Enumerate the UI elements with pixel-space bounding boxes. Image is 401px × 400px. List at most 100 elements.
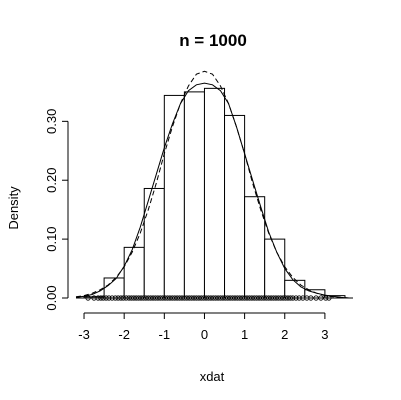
rug-point [254,295,260,301]
rug-point [128,295,134,301]
rug-point [208,295,214,301]
rug-point [148,295,154,301]
rug-point [120,295,126,301]
rug-point [174,295,180,301]
dashed-density-curve [75,70,350,299]
rug-point [103,295,109,301]
rug-point [215,295,221,301]
rug-point [308,295,314,301]
rug-point [198,295,204,301]
rug-point [270,295,277,301]
rug-point [313,295,319,301]
solid-density-curve [75,82,350,299]
rug-point [275,295,281,301]
rug-point [258,295,265,301]
rug-point [232,295,238,301]
y-axis-label: Density [6,186,21,230]
histogram-bar [284,279,306,299]
rug-point [95,295,101,301]
x-tick-label: -2 [118,327,130,342]
rug-point [266,295,272,301]
rug-point [213,295,219,301]
x-tick-label: -3 [78,327,90,342]
rug-point [169,295,175,301]
rug-point [176,295,183,301]
rug-point [256,295,262,301]
rug-point [201,295,207,301]
rug-point [287,295,293,301]
rug-point [112,295,118,301]
rug-point [98,295,104,301]
rug-point [143,295,149,301]
rug-point [181,295,187,301]
rug-point [193,295,200,301]
rug-point [217,295,224,301]
rug-point [136,295,142,301]
rug-point [145,295,151,301]
rug-point [196,295,202,301]
y-axis-ticks: 0.00 0.10 0.20 0.30 [44,109,68,311]
x-tick-label: 0 [201,327,208,342]
rug-point [191,295,197,301]
density-curves [75,70,350,299]
rug-point [138,295,144,301]
rug-point [244,295,250,301]
rug-point [131,295,137,301]
rug-point [261,295,267,301]
rug-point [106,295,112,301]
rug-point [318,295,324,301]
rug-point [268,295,274,301]
rug-point [164,295,171,301]
x-tick-label: 1 [241,327,248,342]
histogram-bar [304,289,326,299]
rug-point [179,295,185,301]
x-tick-label: 3 [321,327,328,342]
rug-point [160,295,166,301]
rug-point [225,295,231,301]
rug-point [273,295,279,301]
rug-point [172,295,178,301]
y-tick-label: 0.30 [44,109,59,134]
rug-point [152,295,159,301]
rug-point [118,295,124,301]
rug-point [293,295,299,301]
x-axis-label: xdat [200,369,225,384]
histogram-bar [244,196,266,299]
rug-point [239,295,245,301]
rug-point [290,295,296,301]
rug-point [210,295,216,301]
y-tick-label: 0.00 [44,285,59,310]
rug-point [263,295,269,301]
rug-point [285,295,291,301]
rug-point [220,295,226,301]
histogram-bars [76,87,353,299]
rug-point [184,295,190,301]
rug-point [123,295,129,301]
rug-point [109,295,115,301]
rug-point [100,295,106,301]
rug-point [133,295,139,301]
y-tick-label: 0.20 [44,168,59,193]
rug-point [249,295,255,301]
rug-point [222,295,228,301]
rug-point [237,295,243,301]
rug-point [189,295,195,301]
rug-point [150,295,156,301]
rug-point [126,295,132,301]
rug-point [186,295,192,301]
x-tick-label: -1 [159,327,171,342]
rug-point [167,295,173,301]
rug-point [296,295,302,301]
histogram-bar [163,94,185,299]
histogram-bar [123,246,145,299]
rug-point [157,295,163,301]
y-tick-label: 0.10 [44,226,59,251]
rug-point [282,295,289,301]
rug-points [85,295,332,301]
rug-point [246,295,253,301]
rug-point [280,295,286,301]
rug-point [115,295,121,301]
x-tick-label: 2 [281,327,288,342]
